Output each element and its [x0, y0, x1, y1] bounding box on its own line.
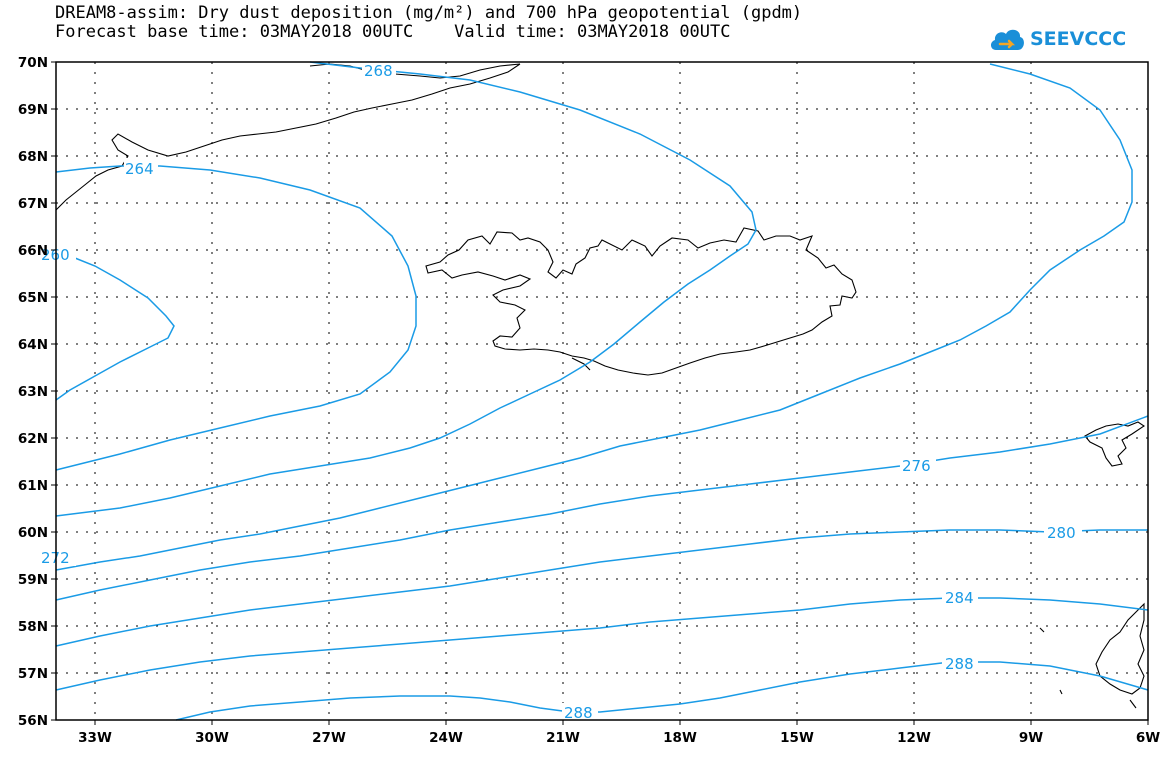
- x-tick-label: 6W: [1136, 730, 1160, 746]
- x-tick-label: 18W: [663, 730, 697, 746]
- y-tick-label: 61N: [18, 478, 48, 494]
- contour-labels: 268 264 260 272 276 280 284 288 288: [41, 60, 1082, 722]
- geopotential-contours: [55, 61, 1149, 721]
- x-tick-label: 9W: [1019, 730, 1043, 746]
- coastline-faroe: [571, 357, 591, 371]
- map-frame: [55, 61, 1149, 721]
- y-tick-label: 58N: [18, 619, 48, 635]
- contour-label-288-east: 288: [945, 655, 974, 673]
- x-tick-label: 27W: [312, 730, 346, 746]
- y-tick-label: 67N: [18, 196, 48, 212]
- y-tick-label: 57N: [18, 666, 48, 682]
- contour-276: [55, 415, 1149, 601]
- coastline-scotland: [1095, 602, 1145, 695]
- contour-260: [55, 249, 175, 401]
- contour-label-268: 268: [364, 62, 393, 80]
- y-tick-label: 66N: [18, 243, 48, 259]
- contour-268: [55, 61, 757, 517]
- coastline-greenland: [55, 63, 521, 211]
- contour-label-288-south: 288: [564, 704, 593, 722]
- x-tick-label: 30W: [195, 730, 229, 746]
- chart-title: DREAM8-assim: Dry dust deposition (mg/m²…: [55, 3, 803, 23]
- coastline-norway: [1084, 421, 1145, 467]
- chart-time-info: Forecast base time: 03MAY2018 00UTC Vali…: [55, 22, 731, 42]
- y-tick-label: 64N: [18, 337, 48, 353]
- contour-label-284: 284: [945, 589, 974, 607]
- y-tick-label: 65N: [18, 290, 48, 306]
- y-tick-label: 63N: [18, 384, 48, 400]
- y-tick-label: 62N: [18, 431, 48, 447]
- coastlines: [55, 63, 1145, 709]
- x-tick-label: 15W: [780, 730, 814, 746]
- gridlines: [56, 62, 1148, 720]
- seevccc-logo: SEEVCCC: [988, 20, 1138, 58]
- contour-label-264: 264: [125, 160, 154, 178]
- y-tick-label: 69N: [18, 102, 48, 118]
- x-tick-label: 21W: [546, 730, 580, 746]
- contour-label-280: 280: [1047, 524, 1076, 542]
- contour-272-east: [55, 63, 1133, 571]
- contour-264: [55, 165, 417, 471]
- contour-284: [55, 597, 1149, 691]
- logo-text: SEEVCCC: [1030, 28, 1127, 50]
- y-tick-label: 60N: [18, 525, 48, 541]
- coastline-iceland: [425, 227, 857, 376]
- y-tick-label: 59N: [18, 572, 48, 588]
- axis-ticks: 33W 30W 27W 24W 21W 18W 15W 12W 9W 6W 70N 69N 68N 67N…: [18, 55, 1160, 746]
- x-tick-label: 12W: [897, 730, 931, 746]
- chart-header: DREAM8-assim: Dry dust deposition (mg/m²…: [55, 4, 955, 42]
- y-tick-label: 68N: [18, 149, 48, 165]
- contour-288-south: [175, 661, 1149, 721]
- y-tick-label: 56N: [18, 713, 48, 729]
- cloud-logo-icon: [990, 29, 1024, 50]
- contour-label-276: 276: [902, 457, 931, 475]
- y-tick-label: 70N: [18, 55, 48, 71]
- x-tick-label: 24W: [429, 730, 463, 746]
- x-tick-label: 33W: [78, 730, 112, 746]
- contour-280: [55, 529, 1148, 647]
- coastline-islands: [1039, 627, 1137, 709]
